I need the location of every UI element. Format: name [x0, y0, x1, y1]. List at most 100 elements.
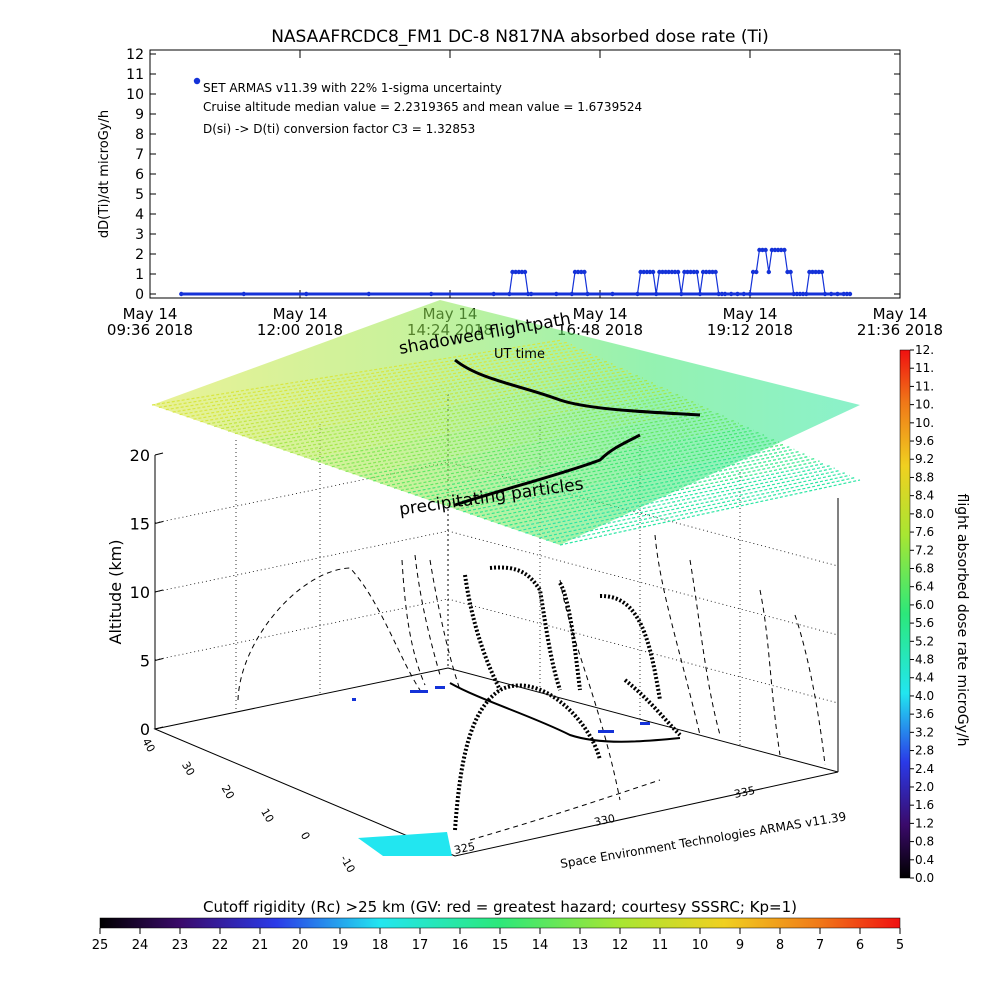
series-point	[766, 269, 771, 275]
surface-hatch-line	[234, 367, 623, 435]
flight-curtain-lines	[237, 534, 826, 841]
series-point	[529, 291, 534, 297]
x-tick-date: May 14	[723, 305, 778, 323]
colorbar-tick-label: 4.0	[915, 689, 934, 703]
series-point	[650, 269, 656, 275]
series-point	[510, 269, 515, 275]
colorbar-tick-label: 6.0	[915, 598, 934, 612]
y-tick-label: 5	[135, 187, 144, 203]
series-point	[841, 291, 846, 297]
surface-hatch-line	[276, 382, 654, 449]
series-point	[847, 291, 853, 297]
x-tick-time: 12:00 2018	[257, 321, 343, 339]
colorbar-tick-label: 9.2	[915, 452, 934, 466]
series-point	[179, 291, 184, 297]
cutoff-tick-label: 19	[332, 938, 349, 953]
surface-hatch-line	[345, 405, 704, 472]
colorbar-tick-label: 1.2	[915, 816, 934, 830]
series-point	[641, 269, 646, 275]
series-point	[741, 291, 746, 297]
colorbar-label: flight absorbed dose rate microGy/h	[954, 494, 970, 747]
floor-left-tick-label: 40	[139, 736, 157, 755]
surface-hatch-line	[283, 384, 659, 451]
floor-bottom-tick-label: 330	[593, 812, 616, 829]
dose-rate-surface	[151, 300, 861, 546]
surface-hatch-line	[214, 360, 608, 427]
series-point	[747, 291, 753, 297]
series-point	[585, 291, 590, 297]
cutoff-tick-label: 15	[492, 938, 509, 953]
legend-annotation-1: SET ARMAS v11.39 with 22% 1-sigma uncert…	[203, 81, 502, 95]
surface-hatch-line	[559, 479, 861, 546]
y-tick-label: 10	[126, 87, 144, 103]
surface-hatch-line	[552, 477, 856, 544]
series-point	[638, 269, 643, 275]
series-point	[572, 269, 578, 275]
series-point	[685, 269, 690, 275]
surface-hatch-line	[165, 344, 573, 411]
surface-hatch-line	[386, 420, 734, 487]
timeseries-title: NASAAFRCDC8_FM1 DC-8 N817NA absorbed dos…	[271, 27, 769, 47]
series-point	[697, 291, 703, 297]
series-point	[647, 269, 653, 275]
flight-ground-track	[449, 682, 681, 743]
series-point	[722, 291, 728, 297]
surface-hatch-line	[269, 379, 649, 446]
series-point	[575, 269, 581, 275]
surface-hatch-line	[380, 417, 729, 484]
series-point	[429, 291, 434, 297]
colorbar-tick-label: 7.6	[915, 525, 934, 539]
series-point	[754, 269, 759, 275]
x-tick-date: May 14	[273, 305, 328, 323]
cutoff-rigidity-bar: Cutoff rigidity (Rc) >25 km (GV: red = g…	[92, 898, 904, 953]
annotation-ut-time: UT time	[494, 347, 545, 362]
series-point	[813, 269, 818, 275]
y-tick-label: 12	[126, 47, 144, 63]
floor-left-tick-label: 0	[298, 830, 313, 843]
cutoff-tick-label: 23	[172, 938, 189, 953]
surface-hatch-line	[393, 422, 739, 489]
surface-hatch-line	[414, 429, 755, 496]
surface-hatch-line	[262, 377, 643, 444]
surface-hatch-line	[373, 415, 724, 482]
colorbar-gradient	[899, 349, 911, 879]
colorbar-tick-label: 0.4	[915, 853, 934, 867]
y-tick-label: 0	[135, 287, 144, 303]
altitude-tick-mark	[154, 452, 164, 456]
series-point	[304, 291, 309, 297]
series-point	[610, 291, 615, 297]
surface-hatch-line	[228, 365, 618, 432]
cutoff-tick-label: 8	[776, 938, 784, 953]
shadowed-flightpath	[454, 358, 701, 507]
cutoff-tick-label: 20	[292, 938, 309, 953]
altitude-tick-mark	[154, 521, 164, 524]
series-point	[241, 291, 246, 297]
cutoff-tick-label: 21	[252, 938, 269, 953]
series-point	[719, 291, 725, 297]
series-point	[366, 291, 371, 297]
floor-bottom-tick-label: 325	[453, 840, 476, 857]
surface-hatch-line	[525, 467, 835, 534]
colorbar-tick-label: 11.	[915, 379, 934, 393]
surface-hatch-line	[407, 427, 750, 494]
series-point	[516, 269, 521, 275]
surface-hatch-line	[511, 462, 825, 529]
series-point	[694, 269, 700, 275]
back-wall-grid	[154, 418, 839, 745]
cutoff-tick-label: 18	[372, 938, 389, 953]
series-point	[750, 269, 756, 275]
y-tick-label: 11	[126, 67, 144, 83]
altitude-tick-mark	[154, 658, 164, 661]
x-tick-date: May 14	[873, 305, 928, 323]
altitude-tick-label: 0	[140, 720, 150, 739]
series-point	[763, 247, 768, 253]
series-point	[835, 291, 840, 297]
series-point	[710, 269, 715, 275]
timeseries-y-axis-label: dD(Ti)/dt microGy/h	[97, 110, 112, 238]
altitude-tick-label: 5	[140, 652, 150, 671]
floor-left-tick-label: 20	[219, 783, 237, 802]
colorbar-tick-label: 6.4	[915, 580, 934, 594]
surface-hatch-line	[400, 424, 744, 491]
